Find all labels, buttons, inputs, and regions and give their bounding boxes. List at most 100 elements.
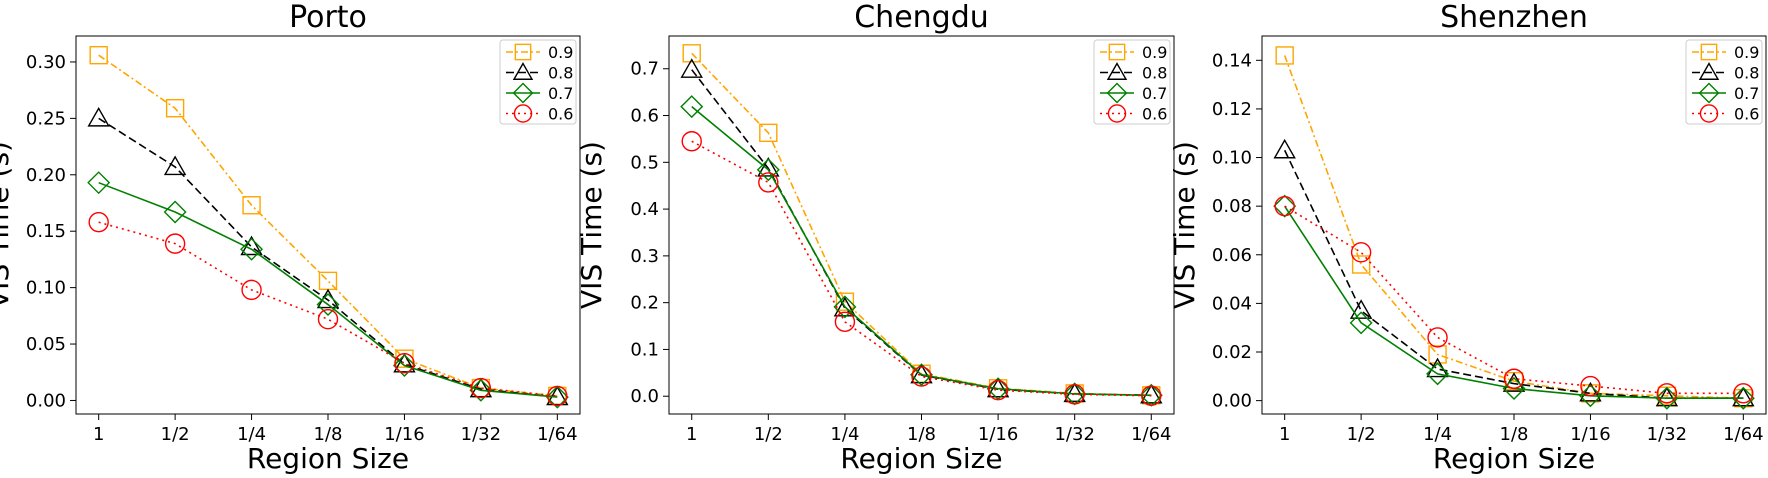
data-point	[1349, 311, 1373, 335]
data-point	[1732, 386, 1755, 407]
x-tick-label: 1	[93, 424, 104, 445]
legend-label: 0.7	[1142, 84, 1167, 103]
x-tick-label: 1/16	[978, 424, 1018, 445]
legend-label: 0.8	[1734, 64, 1759, 83]
data-point	[1351, 255, 1371, 274]
data-point	[242, 196, 261, 215]
series-line	[98, 181, 558, 398]
data-point	[680, 58, 703, 78]
data-point	[1350, 242, 1372, 263]
legend-marker	[1108, 43, 1126, 61]
data-point	[833, 295, 857, 319]
x-tick-label: 1/16	[384, 424, 424, 445]
data-point	[87, 106, 110, 127]
x-tick-label: 1/4	[237, 424, 266, 445]
data-point	[756, 158, 780, 182]
legend-label: 0.6	[1734, 105, 1759, 124]
y-tick-label: 0.04	[1212, 293, 1252, 314]
legend-marker	[514, 43, 532, 61]
x-tick-label: 1/64	[1131, 424, 1171, 445]
x-axis-label: Region Size	[1433, 442, 1595, 475]
data-point	[1273, 138, 1296, 159]
data-point	[1426, 362, 1450, 386]
series-line	[1283, 149, 1744, 399]
legend-marker	[1107, 104, 1127, 123]
y-tick-label: 0.0	[630, 386, 659, 407]
data-point	[1656, 383, 1678, 404]
y-tick-label: 0.1	[630, 339, 659, 360]
data-point	[240, 235, 263, 256]
series-0-9	[682, 44, 1161, 405]
data-point	[1579, 381, 1602, 402]
y-tick-label: 0.6	[630, 106, 659, 127]
x-axis-label: Region Size	[840, 442, 1002, 475]
series-0-7	[680, 95, 1163, 407]
data-point	[681, 131, 702, 152]
x-tick-label: 1/16	[1570, 424, 1610, 445]
x-tick-label: 1/8	[907, 424, 936, 445]
legend-box	[499, 39, 577, 125]
series-0-6	[681, 131, 1162, 406]
y-axis-label: VIS Time (s)	[575, 141, 608, 309]
chart-panel-1: Chengdu 1 1/2 1/4 1/8 1/16 1/32 1/64 0.0 0.1 0.2 0.…	[575, 0, 1175, 475]
x-tick-label: 1/2	[754, 424, 783, 445]
series-0-6	[88, 211, 568, 407]
data-point	[88, 211, 109, 233]
legend-box	[1093, 39, 1171, 125]
x-tick-label: 1/4	[830, 424, 859, 445]
data-point	[911, 366, 932, 387]
legend-label: 0.6	[1142, 105, 1167, 124]
series-0-9	[1275, 46, 1753, 408]
data-point	[1731, 386, 1755, 410]
x-tick-label: 1/2	[1347, 424, 1376, 445]
y-tick-label: 0.00	[1212, 391, 1252, 412]
y-tick-label: 0.5	[630, 152, 659, 173]
data-point	[1655, 386, 1679, 407]
series-0-7	[87, 171, 569, 409]
data-point	[546, 385, 569, 406]
legend-marker	[1106, 62, 1128, 80]
y-tick-label: 0.3	[630, 246, 659, 267]
y-tick-label: 0.10	[26, 278, 66, 299]
legend-marker	[512, 62, 534, 80]
data-point	[680, 95, 704, 119]
data-point	[1275, 46, 1294, 65]
legend-label: 0.9	[1734, 43, 1759, 62]
data-point	[394, 353, 415, 374]
series-line	[98, 221, 558, 397]
y-axis-label: VIS Time (s)	[1168, 141, 1201, 309]
x-tick-label: 1/64	[1723, 424, 1763, 445]
data-point	[165, 99, 185, 118]
x-tick-label: 1/8	[314, 424, 343, 445]
data-point	[834, 311, 856, 333]
x-tick-label: 1/4	[1423, 424, 1452, 445]
legend-label: 0.6	[548, 105, 573, 124]
y-tick-label: 0.08	[1212, 196, 1252, 217]
data-point	[1273, 194, 1297, 218]
series-line	[691, 69, 1152, 397]
y-tick-label: 0.2	[630, 293, 659, 314]
y-axis-label: VIS Time (s)	[0, 141, 15, 309]
legend: 0.9 0.80.7 0.6	[1685, 39, 1763, 125]
legend: 0.9 0.80.7 0.6	[499, 39, 577, 125]
x-tick-label: 1/2	[161, 424, 190, 445]
data-point	[470, 377, 492, 399]
data-point	[1274, 195, 1295, 217]
legend-marker	[513, 104, 533, 123]
data-point	[1064, 384, 1085, 405]
data-point	[682, 44, 701, 63]
y-tick-label: 0.20	[26, 165, 66, 186]
y-tick-label: 0.7	[630, 59, 659, 80]
legend-label: 0.7	[1734, 84, 1759, 103]
legend-box	[1685, 39, 1763, 125]
data-point	[87, 171, 111, 195]
legend-marker	[1698, 62, 1720, 80]
x-tick-label: 1/32	[1054, 424, 1094, 445]
legend-label: 0.8	[1142, 64, 1167, 83]
x-tick-label: 1/32	[1647, 424, 1687, 445]
x-tick-label: 1	[686, 424, 697, 445]
legend-marker	[512, 82, 534, 104]
series-0-9	[89, 45, 567, 406]
chart-title: Shenzhen	[1440, 0, 1588, 35]
